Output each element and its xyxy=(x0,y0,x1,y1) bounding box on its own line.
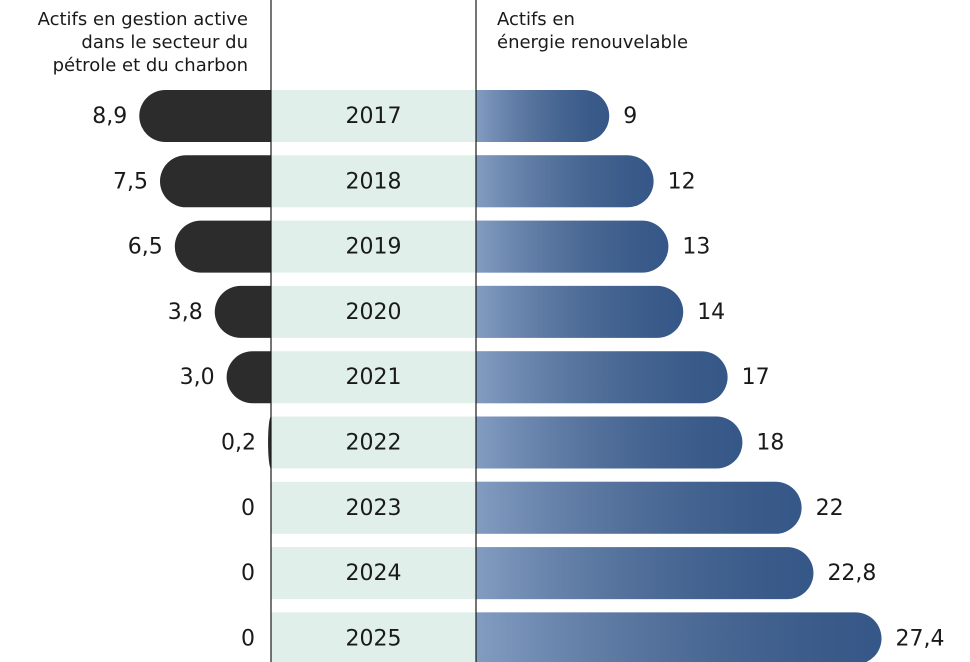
renewable-bar-shade xyxy=(476,90,610,142)
renewable-bar-shade xyxy=(475,155,654,208)
fossil-bar xyxy=(139,90,271,142)
year-band xyxy=(271,481,476,534)
year-label: 2018 xyxy=(346,169,402,194)
renewable-bar-shade xyxy=(476,220,669,273)
renewable-value-label: 22 xyxy=(816,496,844,521)
fossil-value-label: 8,9 xyxy=(92,104,127,129)
fossil-value-label: 0,2 xyxy=(221,431,256,456)
legend-right: Actifs en énergie renouvelable xyxy=(497,9,689,53)
fossil-value-label: 0 xyxy=(241,561,255,586)
year-band xyxy=(271,90,476,142)
fossil-bar xyxy=(226,351,271,404)
renewable-value-label: 18 xyxy=(756,431,784,456)
year-band xyxy=(271,416,476,469)
renewable-bar-shade xyxy=(475,481,802,534)
year-label: 2025 xyxy=(346,626,402,651)
year-label: 2019 xyxy=(346,235,402,260)
fossil-value-label: 7,5 xyxy=(113,169,148,194)
renewable-bar-shade xyxy=(476,612,882,662)
renewable-value-label: 12 xyxy=(668,169,696,194)
fossil-value-label: 0 xyxy=(241,626,255,651)
fossil-bar xyxy=(214,285,271,338)
year-label: 2021 xyxy=(346,365,402,390)
legend-left: Actifs en gestion active dans le secteur… xyxy=(37,9,248,76)
renewable-value-label: 13 xyxy=(682,235,710,260)
year-band xyxy=(271,155,476,208)
year-label: 2023 xyxy=(346,496,402,521)
fossil-bar xyxy=(160,155,271,208)
fossil-bar xyxy=(268,416,271,469)
renewable-value-label: 22,8 xyxy=(827,561,876,586)
fossil-value-label: 6,5 xyxy=(128,235,163,260)
year-band xyxy=(271,220,476,273)
renewable-value-label: 14 xyxy=(697,300,725,325)
renewable-bar-shade xyxy=(476,547,814,600)
renewable-bar-shade xyxy=(475,351,728,404)
fossil-value-label: 0 xyxy=(241,496,255,521)
renewable-value-label: 17 xyxy=(742,365,770,390)
year-band xyxy=(271,547,476,600)
renewable-bar-shade xyxy=(476,285,684,338)
fossil-value-label: 3,0 xyxy=(180,365,215,390)
year-label: 2017 xyxy=(346,104,402,129)
year-label: 2024 xyxy=(346,561,402,586)
renewable-value-label: 9 xyxy=(623,104,637,129)
renewable-bar-shade xyxy=(476,416,743,469)
renewable-value-label: 27,4 xyxy=(896,626,945,651)
year-label: 2020 xyxy=(346,300,402,325)
year-band xyxy=(271,351,476,404)
fossil-bar xyxy=(174,220,271,273)
fossil-value-label: 3,8 xyxy=(168,300,203,325)
year-label: 2022 xyxy=(346,431,402,456)
year-band xyxy=(271,612,476,662)
year-band xyxy=(271,285,476,338)
